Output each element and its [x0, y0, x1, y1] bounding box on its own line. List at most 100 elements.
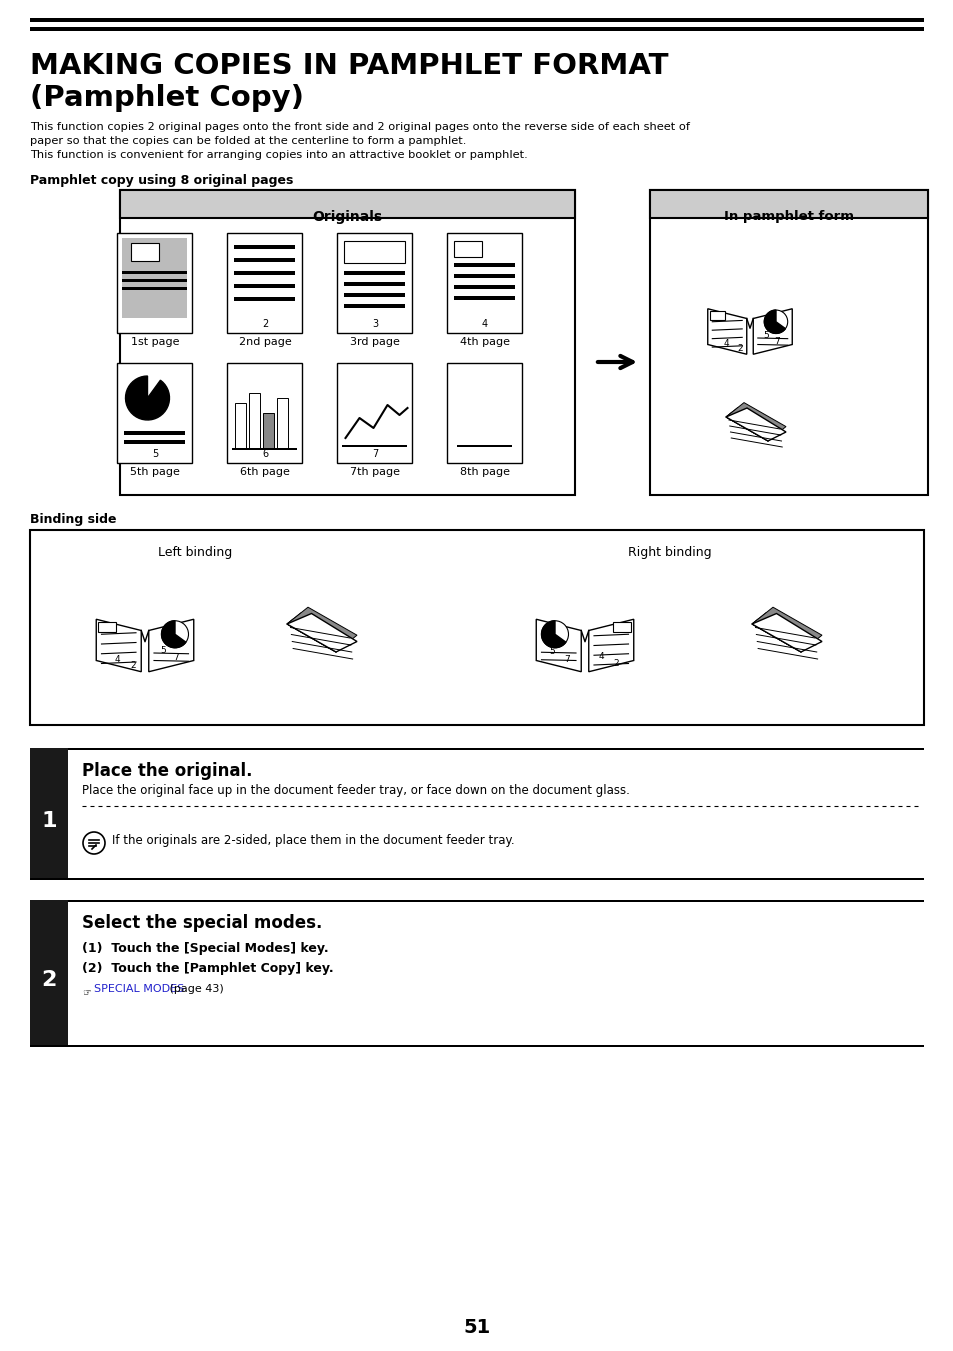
Text: 1: 1	[41, 811, 56, 831]
Text: 2: 2	[737, 345, 741, 353]
Bar	[132, 243, 159, 261]
Text: 2nd page: 2nd page	[238, 336, 291, 347]
Bar	[122, 286, 188, 290]
Text: 5: 5	[548, 647, 554, 657]
Bar	[342, 444, 407, 446]
Text: 7: 7	[372, 449, 377, 459]
Text: (page 43): (page 43)	[166, 984, 224, 994]
Polygon shape	[287, 619, 343, 653]
Text: 2: 2	[613, 659, 618, 669]
Bar	[649, 190, 927, 218]
Circle shape	[541, 620, 568, 647]
Bar	[454, 263, 515, 267]
Polygon shape	[287, 613, 350, 653]
Bar	[234, 284, 295, 288]
Bar	[30, 530, 923, 725]
Text: Select the special modes.: Select the special modes.	[82, 915, 322, 932]
Bar	[30, 748, 68, 878]
Circle shape	[83, 832, 105, 854]
Text: SPECIAL MODES: SPECIAL MODES	[94, 984, 184, 994]
Text: (Pamphlet Copy): (Pamphlet Copy)	[30, 84, 304, 112]
Polygon shape	[161, 620, 186, 647]
Text: This function copies 2 original pages onto the front side and 2 original pages o: This function copies 2 original pages on…	[30, 122, 689, 132]
Text: 2: 2	[262, 319, 268, 330]
Polygon shape	[287, 613, 356, 653]
Polygon shape	[541, 620, 565, 647]
Polygon shape	[96, 619, 141, 671]
Bar	[122, 272, 188, 274]
Bar	[125, 431, 185, 435]
Polygon shape	[149, 619, 193, 671]
Bar	[122, 238, 188, 317]
Polygon shape	[751, 613, 814, 653]
Polygon shape	[725, 408, 780, 440]
Text: 4: 4	[723, 339, 729, 347]
Bar	[30, 1046, 923, 1047]
Text: 7: 7	[563, 655, 569, 663]
Text: Right binding: Right binding	[627, 546, 711, 559]
Text: 5th page: 5th page	[130, 467, 180, 477]
Text: 7th page: 7th page	[350, 467, 399, 477]
Text: 1st page: 1st page	[131, 336, 179, 347]
Bar	[263, 413, 274, 449]
Polygon shape	[287, 607, 356, 653]
Circle shape	[161, 620, 189, 647]
Circle shape	[126, 376, 170, 420]
Polygon shape	[763, 309, 784, 334]
Text: 6th page: 6th page	[240, 467, 290, 477]
Bar	[117, 232, 193, 332]
Bar	[227, 363, 302, 463]
Polygon shape	[725, 412, 773, 440]
Text: (2)  Touch the [Pamphlet Copy] key.: (2) Touch the [Pamphlet Copy] key.	[82, 962, 334, 975]
Bar	[454, 274, 515, 278]
Bar	[277, 399, 288, 449]
Text: In pamphlet form: In pamphlet form	[723, 209, 853, 223]
Polygon shape	[613, 621, 631, 632]
Bar	[227, 232, 302, 332]
Bar	[344, 282, 405, 286]
Bar	[234, 245, 295, 249]
Text: 2: 2	[41, 970, 56, 990]
Bar	[454, 285, 515, 289]
Text: Place the original.: Place the original.	[82, 762, 253, 780]
Text: ☞: ☞	[82, 988, 91, 998]
Text: Originals: Originals	[313, 209, 382, 224]
Bar	[344, 304, 405, 308]
Polygon shape	[725, 408, 785, 440]
Bar	[30, 18, 923, 22]
Bar	[250, 393, 260, 449]
Bar	[120, 190, 575, 494]
Bar	[30, 748, 923, 750]
Text: (1)  Touch the [Special Modes] key.: (1) Touch the [Special Modes] key.	[82, 942, 328, 955]
Bar	[454, 296, 515, 300]
Bar	[117, 363, 193, 463]
Text: Left binding: Left binding	[157, 546, 232, 559]
Bar	[30, 900, 68, 1046]
Text: MAKING COPIES IN PAMPHLET FORMAT: MAKING COPIES IN PAMPHLET FORMAT	[30, 51, 668, 80]
Text: 4: 4	[115, 655, 120, 663]
Bar	[454, 240, 482, 257]
Bar	[234, 272, 295, 276]
Polygon shape	[588, 619, 633, 671]
Bar	[30, 900, 923, 902]
Bar	[457, 444, 512, 447]
Bar	[234, 297, 295, 301]
Text: 5: 5	[762, 331, 768, 340]
Text: 3: 3	[372, 319, 377, 330]
Bar	[30, 878, 923, 880]
Bar	[125, 440, 185, 444]
Bar	[233, 449, 297, 450]
Bar	[234, 258, 295, 262]
Bar	[337, 363, 412, 463]
Bar	[447, 363, 522, 463]
Text: 5: 5	[152, 449, 158, 459]
Polygon shape	[751, 619, 807, 653]
Polygon shape	[707, 309, 746, 354]
Text: 4: 4	[598, 653, 603, 661]
Bar	[447, 232, 522, 332]
Text: 8th page: 8th page	[459, 467, 510, 477]
Text: Binding side: Binding side	[30, 513, 116, 526]
Text: 7: 7	[774, 338, 780, 346]
Bar	[344, 293, 405, 297]
Polygon shape	[709, 311, 724, 320]
